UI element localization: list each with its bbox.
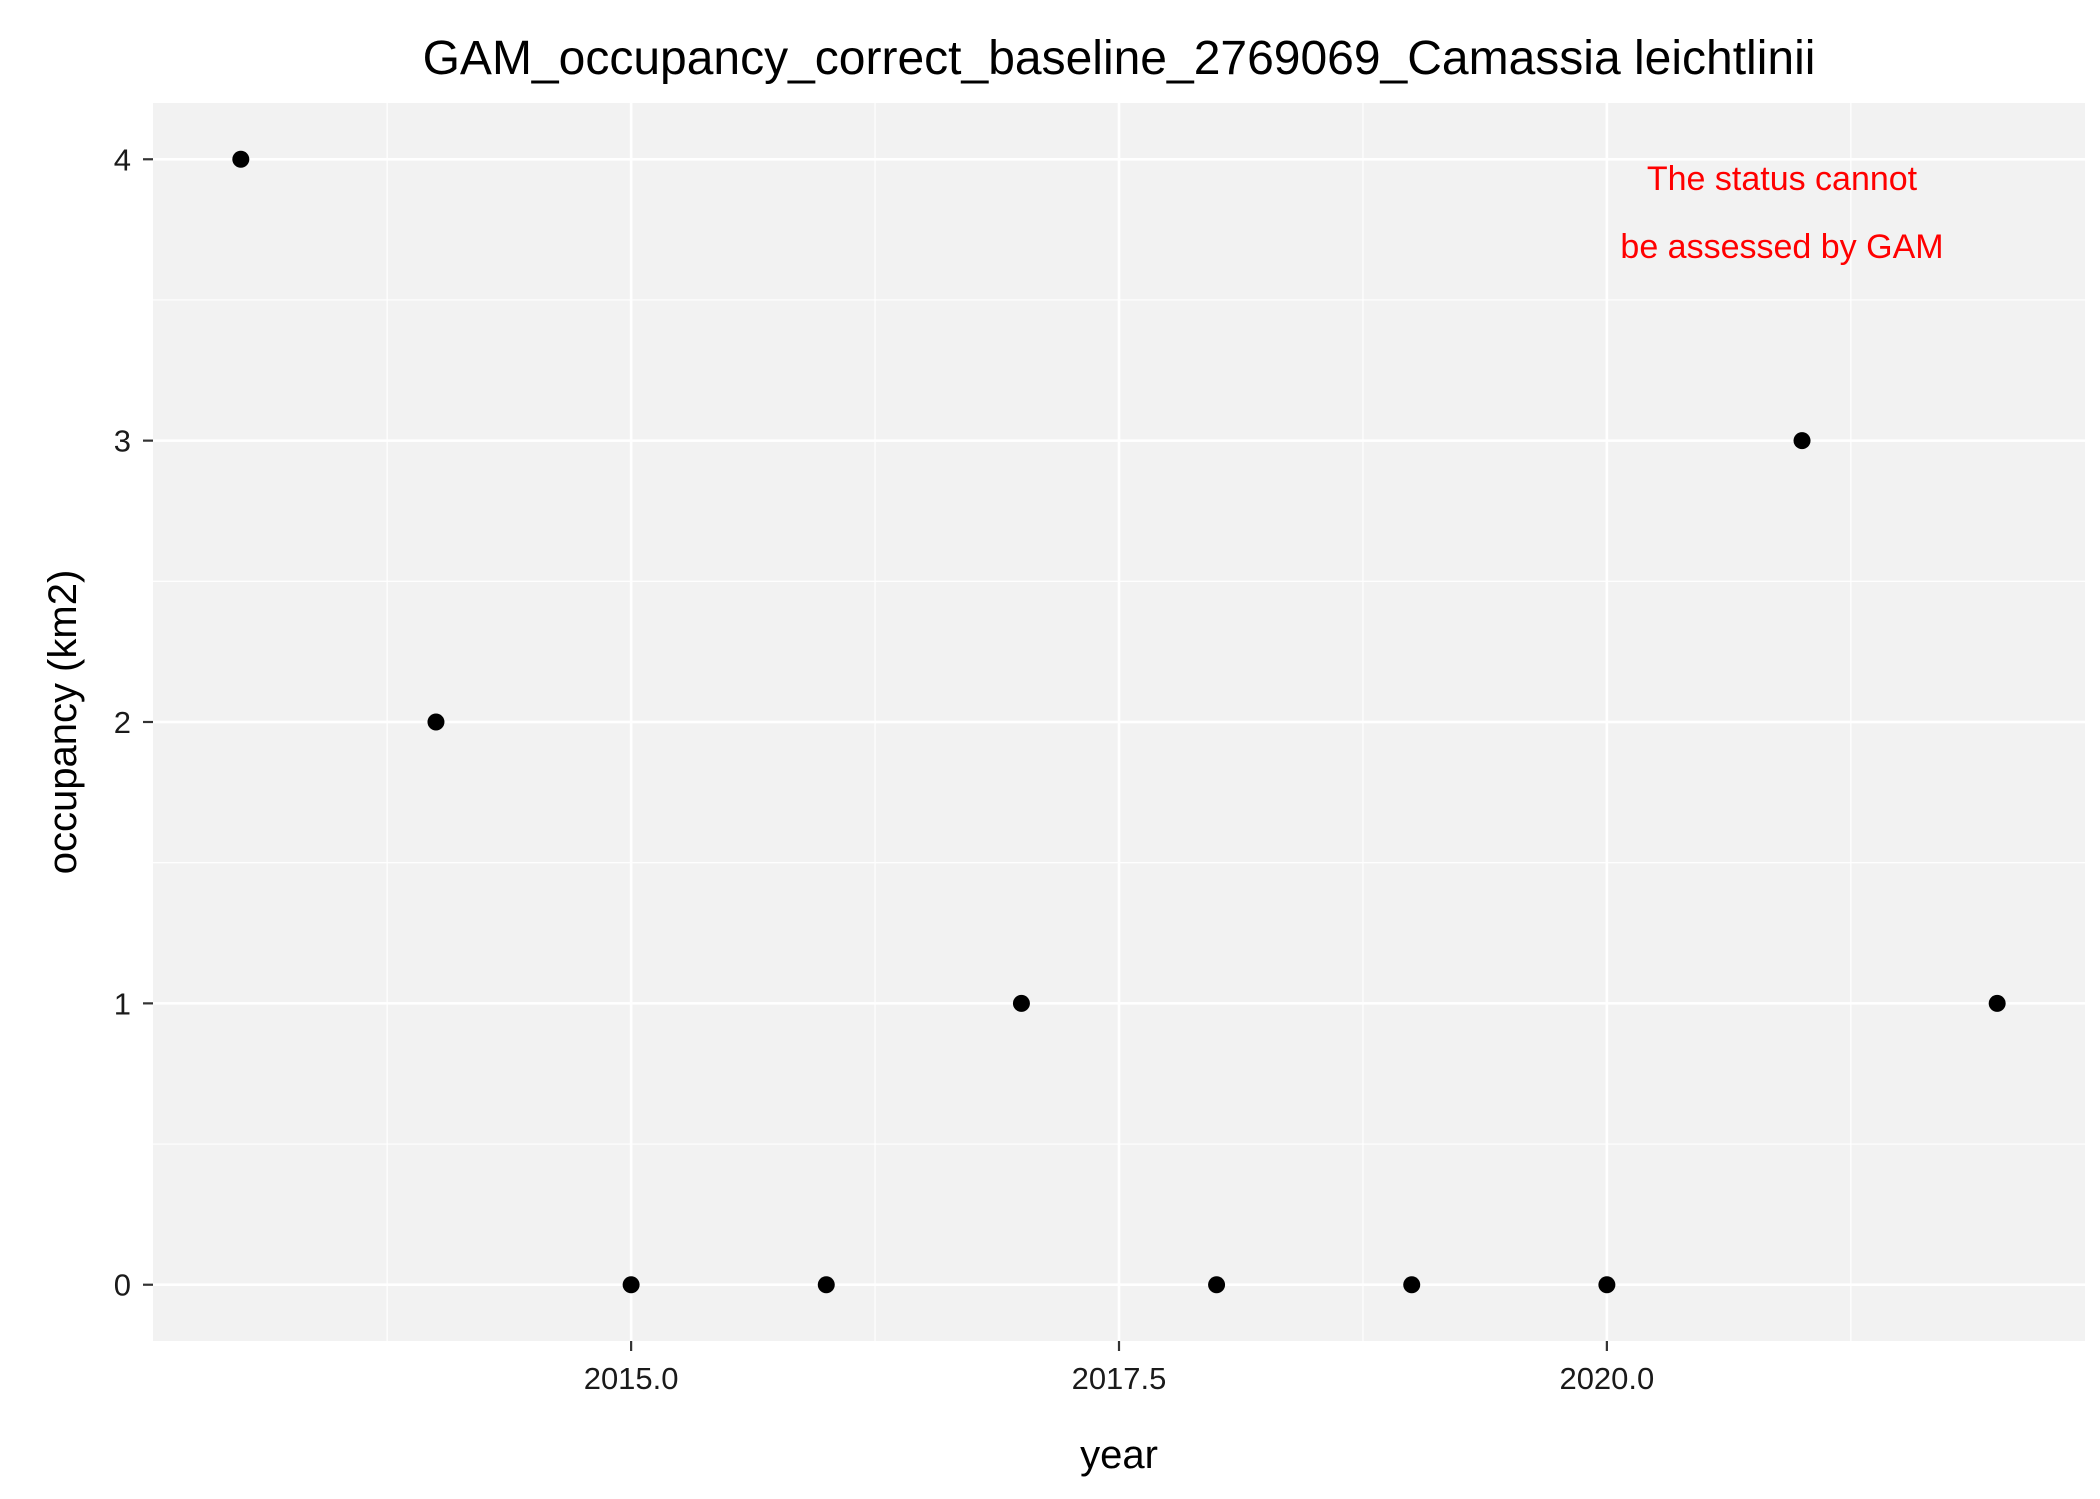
data-point — [1012, 994, 1030, 1012]
y-tick-label: 3 — [114, 424, 131, 459]
data-point — [1988, 994, 2006, 1012]
data-point — [1793, 432, 1811, 450]
y-tick-label: 4 — [114, 142, 131, 177]
y-tick-label: 2 — [114, 705, 131, 740]
data-point — [1598, 1276, 1616, 1294]
annotation-line-1: The status cannot — [1647, 160, 1918, 198]
data-points — [232, 150, 2006, 1294]
data-point — [232, 150, 250, 168]
y-axis: 0 1 2 3 4 — [114, 142, 153, 1303]
data-point — [622, 1276, 640, 1294]
data-point — [1403, 1276, 1421, 1294]
x-tick-label: 2020.0 — [1559, 1361, 1654, 1396]
y-tick-label: 1 — [114, 986, 131, 1021]
data-point — [1208, 1276, 1226, 1294]
annotation-line-2: be assessed by GAM — [1620, 228, 1943, 266]
x-tick-label: 2015.0 — [584, 1361, 679, 1396]
data-point — [427, 713, 445, 731]
x-axis: 2015.0 2017.5 2020.0 — [584, 1341, 1654, 1396]
chart-title: GAM_occupancy_correct_baseline_2769069_C… — [423, 32, 1816, 85]
x-axis-title: year — [1080, 1433, 1158, 1477]
y-axis-title: occupancy (km2) — [41, 570, 85, 875]
y-tick-label: 0 — [114, 1268, 131, 1303]
x-tick-label: 2017.5 — [1072, 1361, 1167, 1396]
grid-major — [153, 103, 2085, 1341]
data-point — [817, 1276, 835, 1294]
